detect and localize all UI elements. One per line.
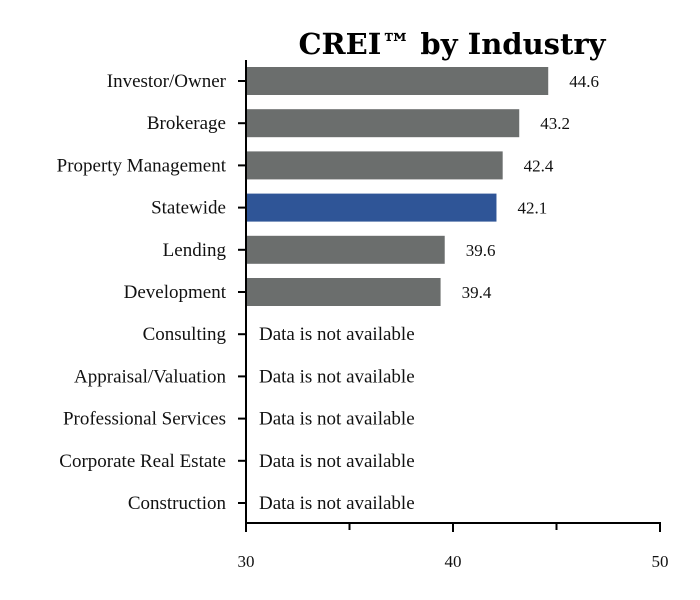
bar-brokerage [246,109,520,138]
bars-group [246,67,549,306]
no-data-label-professional-services: Data is not available [259,409,415,430]
x-tick-label-50: 50 [652,552,669,571]
value-label-investor-owner: 44.6 [569,72,599,91]
value-label-statewide: 42.1 [517,199,547,218]
no-data-label-appraisal-valuation: Data is not available [259,366,415,387]
category-label-corporate-real-estate: Corporate Real Estate [59,451,226,472]
category-label-development: Development [124,282,227,303]
bar-lending [246,235,445,264]
category-label-consulting: Consulting [143,324,227,345]
category-label-lending: Lending [163,240,227,261]
value-label-brokerage: 43.2 [540,114,570,133]
bar-investor-owner [246,67,549,95]
bar-development [246,278,441,306]
bar-property-management [246,151,503,180]
category-label-construction: Construction [128,493,227,514]
category-label-appraisal-valuation: Appraisal/Valuation [74,366,226,387]
value-label-lending: 39.6 [466,241,496,260]
category-labels-group: Investor/Owner 44.6 Brokerage 43.2 Property … [57,71,599,514]
category-label-statewide: Statewide [151,198,226,219]
value-label-property-management: 42.4 [524,156,554,175]
bar-statewide [246,193,497,222]
value-label-development: 39.4 [462,283,492,302]
x-tick-label-30: 30 [238,552,255,571]
x-tick-label-40: 40 [445,552,462,571]
no-data-label-construction: Data is not available [259,493,415,514]
chart-title: CREI™ by Industry [298,27,606,61]
category-label-professional-services: Professional Services [63,409,226,430]
no-data-label-corporate-real-estate: Data is not available [259,451,415,472]
no-data-label-consulting: Data is not available [259,324,415,345]
category-label-investor-owner: Investor/Owner [107,71,227,92]
axes-group: 30 40 50 [238,60,669,571]
category-label-property-management: Property Management [57,155,227,176]
category-label-brokerage: Brokerage [147,113,226,134]
